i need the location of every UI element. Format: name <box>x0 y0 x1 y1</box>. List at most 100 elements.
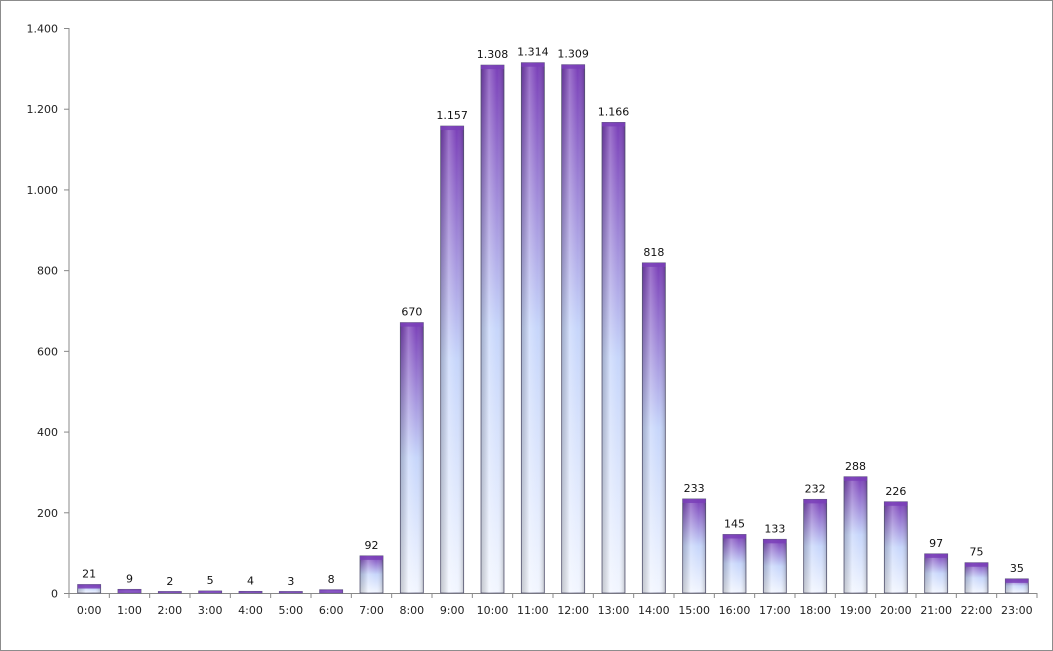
x-tick-label: 8:00 <box>399 604 424 617</box>
bar <box>359 555 384 594</box>
bar-shine <box>965 562 988 593</box>
bar <box>964 562 989 594</box>
bar-cap <box>723 534 746 539</box>
bar-shine <box>400 322 424 593</box>
bar-cap <box>965 562 988 567</box>
data-label: 4 <box>247 574 254 587</box>
x-tick-label: 22:00 <box>961 604 993 617</box>
bar-shine <box>360 555 383 593</box>
bar <box>238 590 263 594</box>
bar-shine <box>440 126 464 593</box>
bar-cap <box>682 498 706 503</box>
x-tick-label: 20:00 <box>880 604 912 617</box>
bar-cap <box>239 591 262 593</box>
data-label: 226 <box>885 485 906 498</box>
bar <box>480 64 505 594</box>
data-label: 3 <box>287 575 294 588</box>
bar-cap <box>924 553 948 558</box>
x-tick-label: 23:00 <box>1001 604 1033 617</box>
data-label: 75 <box>970 546 984 559</box>
x-tick-label: 11:00 <box>517 604 549 617</box>
bar <box>319 589 344 594</box>
bar <box>77 584 102 594</box>
bar-cap <box>118 589 141 593</box>
data-label: 1.308 <box>477 48 509 61</box>
data-label: 9 <box>126 572 133 585</box>
bar <box>641 262 666 594</box>
y-tick-label: 600 <box>37 345 58 358</box>
data-label: 288 <box>845 460 866 473</box>
x-tick-label: 14:00 <box>638 604 670 617</box>
data-label: 1.166 <box>598 105 630 118</box>
bar-shine <box>924 553 948 593</box>
x-tick-label: 13:00 <box>598 604 630 617</box>
x-tick-label: 17:00 <box>759 604 791 617</box>
x-tick-label: 1:00 <box>117 604 142 617</box>
bar <box>440 125 465 594</box>
bar-cap <box>642 262 666 267</box>
data-label: 92 <box>365 539 379 552</box>
bar-cap <box>440 126 464 131</box>
bar-cap <box>884 501 908 506</box>
bar <box>883 501 908 594</box>
bar-cap <box>521 62 545 67</box>
bar <box>762 538 787 594</box>
bar <box>682 498 707 594</box>
bar <box>843 476 868 594</box>
bar-cap <box>158 591 182 593</box>
x-tick-label: 3:00 <box>198 604 223 617</box>
bar-shine <box>723 534 746 593</box>
bar-cap <box>1005 578 1029 583</box>
data-label: 35 <box>1010 562 1024 575</box>
bar <box>924 553 949 594</box>
bar-shine <box>561 64 585 594</box>
x-tick-label: 7:00 <box>359 604 384 617</box>
x-tick-label: 21:00 <box>920 604 952 617</box>
bar-cap <box>77 584 101 589</box>
bar-shine <box>884 501 908 593</box>
data-label: 8 <box>328 573 335 586</box>
x-tick-label: 5:00 <box>278 604 303 617</box>
x-tick-label: 16:00 <box>719 604 751 617</box>
bar-shine <box>682 498 706 593</box>
y-tick-label: 400 <box>37 426 58 439</box>
y-tick-label: 800 <box>37 265 58 278</box>
bars <box>77 62 1029 594</box>
bar <box>601 122 626 594</box>
x-tick-label: 0:00 <box>77 604 102 617</box>
bar-shine <box>844 476 867 593</box>
bar-cap <box>279 591 303 593</box>
data-label: 1.157 <box>436 109 468 122</box>
x-tick-label: 2:00 <box>157 604 182 617</box>
bar <box>520 62 545 594</box>
bar-shine <box>642 262 666 593</box>
data-label: 21 <box>82 568 96 581</box>
data-label: 97 <box>929 537 943 550</box>
data-label: 818 <box>643 246 664 259</box>
bar-shine <box>763 539 787 593</box>
y-tick-label: 1.400 <box>27 23 59 36</box>
bar-shine <box>602 122 625 593</box>
bar-cap <box>400 322 424 327</box>
bar <box>278 591 303 594</box>
bar-cap <box>602 122 625 127</box>
y-tick-label: 1.200 <box>27 103 59 116</box>
y-tick-label: 1.000 <box>27 184 59 197</box>
x-tick-label: 19:00 <box>840 604 872 617</box>
x-tick-label: 12:00 <box>557 604 589 617</box>
bar <box>399 322 424 594</box>
bar <box>722 534 747 594</box>
data-label: 232 <box>805 482 826 495</box>
bar-shine <box>77 584 101 593</box>
bar-shine <box>521 62 545 593</box>
data-label: 145 <box>724 517 745 530</box>
x-axis: 0:00 1:00 2:00 3:00 4:00 5:00 6:00 7:00 8:00 9:00… <box>68 593 1038 617</box>
bar-shine <box>481 65 504 594</box>
bar-cap <box>481 65 504 70</box>
data-label: 1.309 <box>557 48 589 61</box>
x-tick-label: 15:00 <box>678 604 710 617</box>
data-label: 1.314 <box>517 46 549 59</box>
x-tick-label: 6:00 <box>319 604 344 617</box>
bar <box>803 498 828 594</box>
